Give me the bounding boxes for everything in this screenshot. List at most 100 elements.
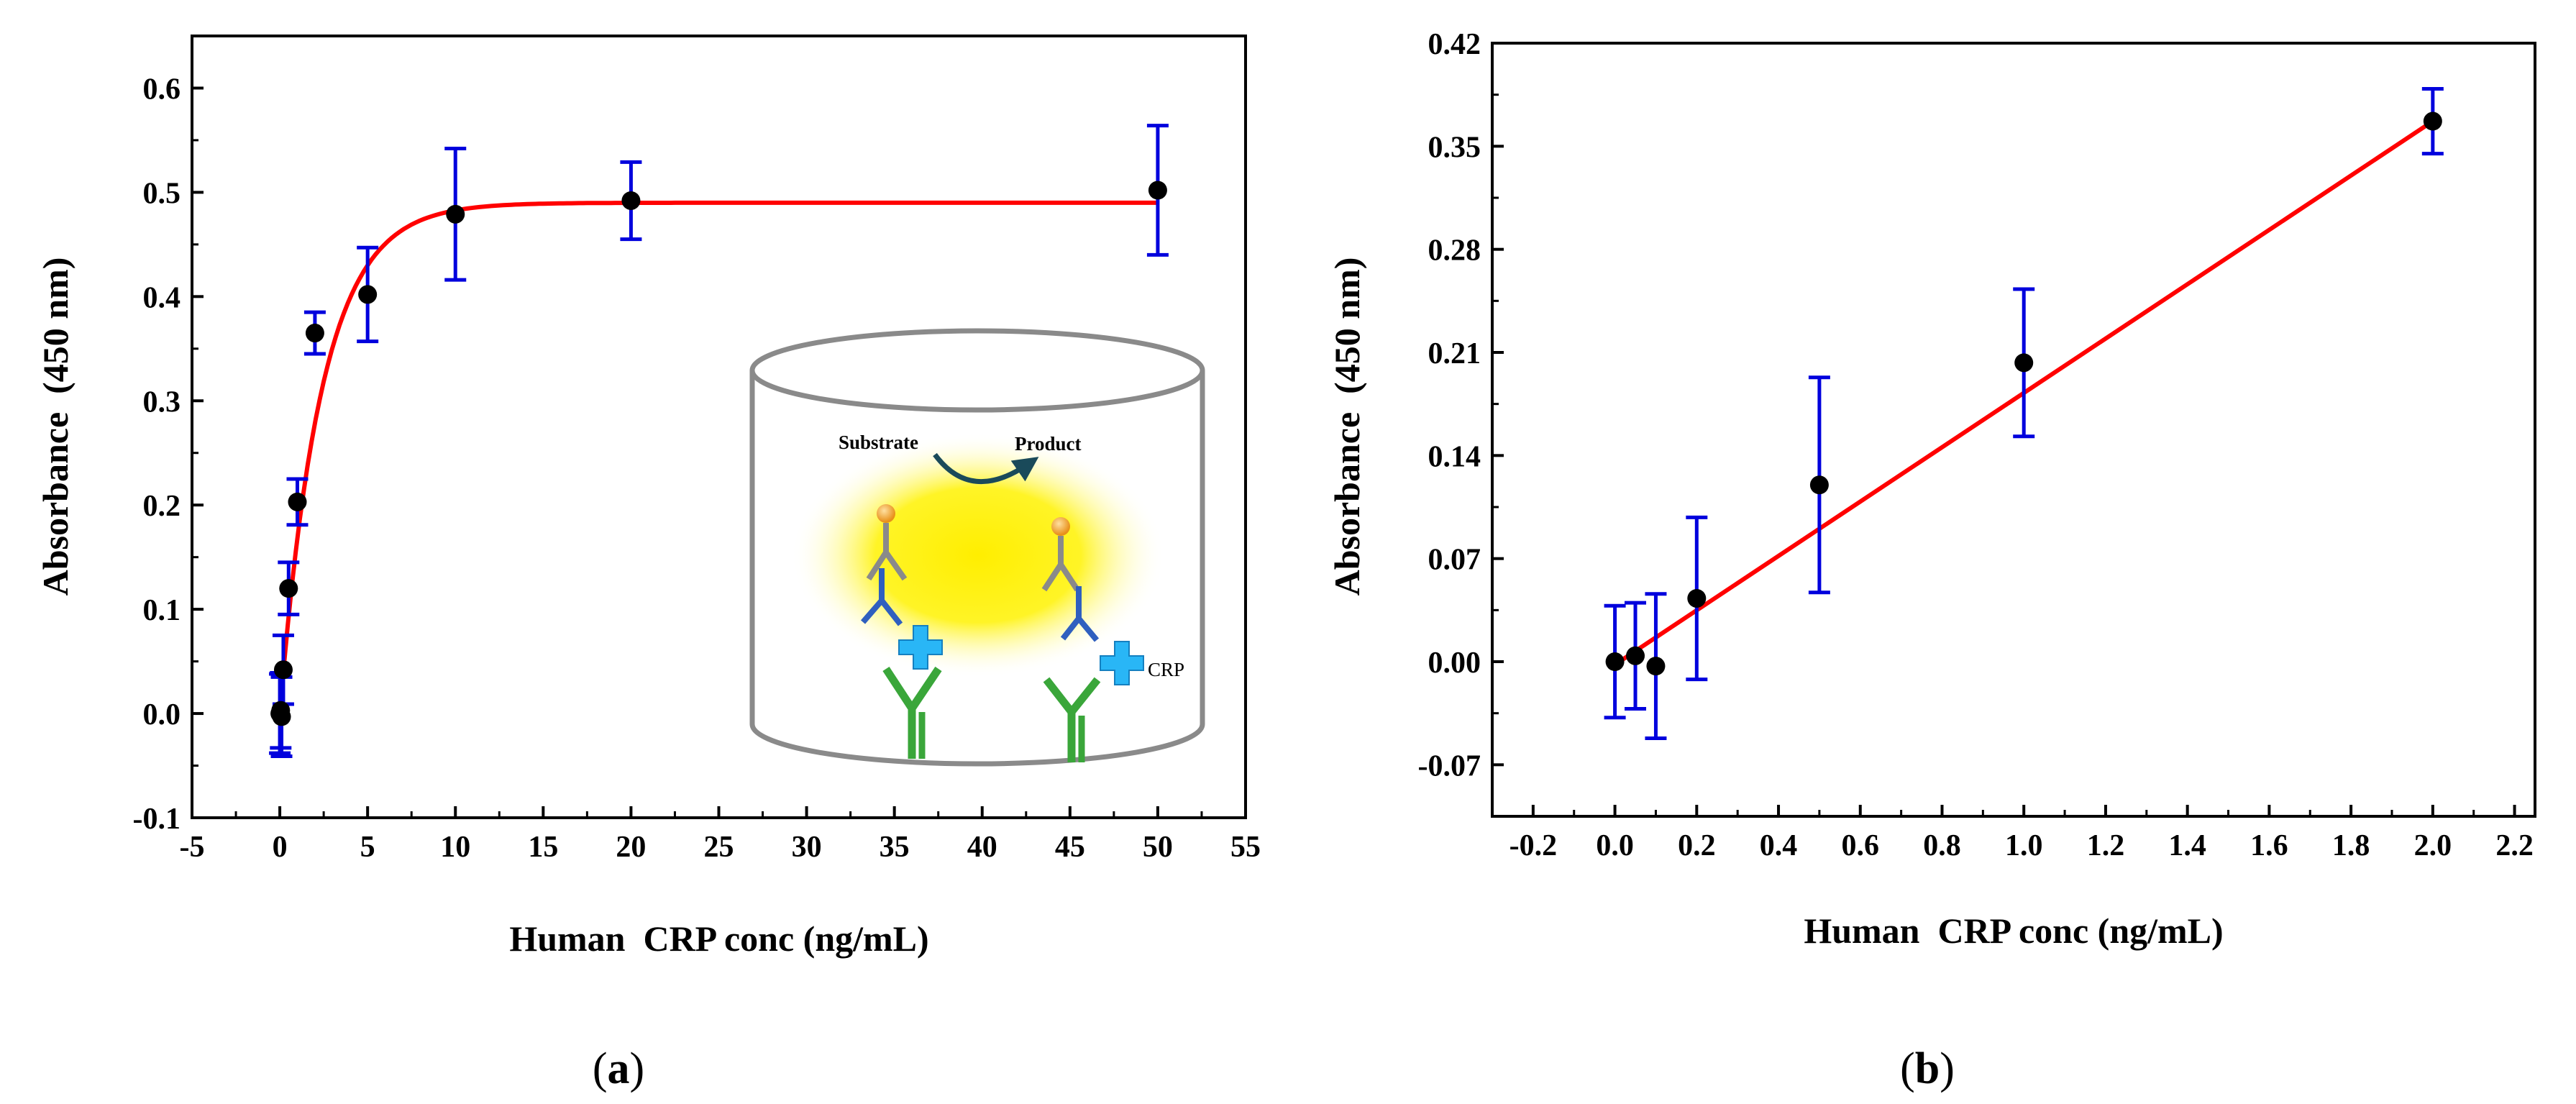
x-tick-label: 2.2 [2495,829,2534,862]
data-point [1626,646,1645,665]
x-tick-label: 10 [440,831,470,864]
chart-b-panel-letter: b [1915,1044,1940,1093]
chart-b-points-layer [1605,111,2442,676]
y-tick-label: 0.4 [143,281,181,314]
data-point [1809,475,1829,495]
chart-b: -0.2 0.0 0.2 0.4 0.6 0.8 1.0 1.2 1.4 1.6 1.8 2.0 2.2… [1327,28,2536,1093]
chart-b-y-axis: -0.07 0.00 0.07 0.14 0.21 0.28 0.35 0.42 [1418,28,1504,783]
y-tick-label: 0.3 [143,386,181,419]
data-point [2423,111,2442,131]
y-tick-label: -0.07 [1418,749,1481,783]
y-tick-label: 0.6 [143,73,181,106]
x-tick-label: 0 [273,831,288,864]
data-point [279,579,298,598]
x-tick-label: 0.8 [1923,829,1961,862]
inset-right-complex: CRP [1041,517,1184,762]
inset-crp-label: CRP [1148,659,1184,680]
x-tick-label: 1.6 [2250,829,2288,862]
y-tick-label: -0.1 [133,803,181,836]
data-point [1605,652,1625,671]
inset-substrate-label: Substrate [839,432,918,453]
data-point [621,191,641,210]
chart-a: -5 0 5 10 15 20 25 30 35 40 45 50 55 -0.1 0.0 0.1 0.2 0.… [35,35,1261,1093]
data-point [1646,657,1666,676]
bound-antibody-icon [1060,586,1100,642]
chart-b-plot-frame [1491,42,2536,818]
chart-b-errorbars-layer [1604,86,2444,740]
inset-cylinder-top [749,328,1205,413]
data-point [1687,588,1707,608]
data-point [1148,181,1167,200]
enzyme-ball-icon [1051,517,1070,536]
x-tick-label: 45 [1055,831,1085,864]
chart-b-x-axis-label: Human CRP conc (ng/mL) [1804,911,2223,951]
chart-b-x-axis: -0.2 0.0 0.2 0.4 0.6 0.8 1.0 1.2 1.4 1.6 1.8 2.0 2.2 [1509,805,2534,862]
crp-antigen-icon [898,625,943,670]
capture-antibody-icon [882,666,942,759]
x-tick-label: 50 [1143,831,1173,864]
chart-a-panel-label: (a) [593,1044,644,1093]
x-tick-label: 35 [880,831,910,864]
chart-b-panel-label: (b) [1900,1044,1955,1093]
y-tick-label: 0.07 [1428,544,1481,577]
chart-a-y-axis: -0.1 0.0 0.1 0.2 0.3 0.4 0.5 0.6 [133,73,204,836]
data-point [358,285,378,304]
chart-a-points-layer [270,181,1167,726]
y-tick-label: 0.00 [1428,647,1481,680]
x-tick-label: 30 [792,831,822,864]
x-tick-label: 0.4 [1760,829,1798,862]
x-tick-label: -0.2 [1509,829,1558,862]
bound-antibody-icon [860,568,903,626]
chart-a-y-axis-label: Absorbance (450 nm) [35,257,76,596]
x-tick-label: 40 [967,831,997,864]
data-point [288,492,307,511]
capture-antibody-icon [1043,677,1101,762]
y-tick-label: 0.1 [143,594,181,627]
data-point [305,324,324,343]
crp-antigen-icon [1100,641,1144,685]
data-point [273,660,293,680]
x-tick-label: 1.4 [2168,829,2206,862]
inset-product-label: Product [1015,433,1082,455]
x-tick-label: 5 [360,831,375,864]
chart-a-x-axis-label: Human CRP conc (ng/mL) [509,918,928,959]
chart-a-panel-letter: a [608,1044,630,1093]
x-tick-label: 0.6 [1842,829,1880,862]
enzyme-ball-icon [877,504,895,523]
inset-cylinder-body [749,370,1205,767]
x-tick-label: 20 [616,831,646,864]
data-point [272,707,291,726]
chart-a-x-axis: -5 0 5 10 15 20 25 30 35 40 45 50 55 [180,806,1261,864]
y-tick-label: 0.5 [143,177,181,210]
y-tick-label: 0.14 [1428,440,1481,473]
x-tick-label: 0.0 [1596,829,1634,862]
y-tick-label: 0.21 [1428,337,1481,370]
elisa-inset-diagram: Substrate Product CRP [749,328,1205,767]
data-point [446,204,465,224]
y-tick-label: 0.35 [1428,131,1481,164]
x-tick-label: 25 [704,831,734,864]
y-tick-label: 0.28 [1428,234,1481,268]
chart-a-plot-frame [191,35,1247,819]
y-tick-label: 0.2 [143,490,181,523]
inset-left-complex [860,504,943,759]
detection-antibody-arms-icon [1041,562,1080,592]
data-point [2014,353,2034,373]
x-tick-label: 1.2 [2087,829,2125,862]
y-tick-label: 0.42 [1428,28,1481,61]
x-tick-label: 15 [528,831,558,864]
inset-reaction-arrow [933,452,1039,485]
y-tick-label: 0.0 [143,698,181,731]
x-tick-label: 2.0 [2414,829,2452,862]
x-tick-label: 1.0 [2005,829,2043,862]
detection-antibody-arms-icon [866,550,908,581]
x-tick-label: 55 [1230,831,1261,864]
chart-a-fit-layer [278,200,1158,714]
x-tick-label: 0.2 [1678,829,1716,862]
fit-curve [278,200,1158,714]
inset-glow [791,433,1165,678]
x-tick-label: -5 [180,831,205,864]
chart-b-y-axis-label: Absorbance (450 nm) [1327,257,1367,596]
x-tick-label: 1.8 [2332,829,2370,862]
